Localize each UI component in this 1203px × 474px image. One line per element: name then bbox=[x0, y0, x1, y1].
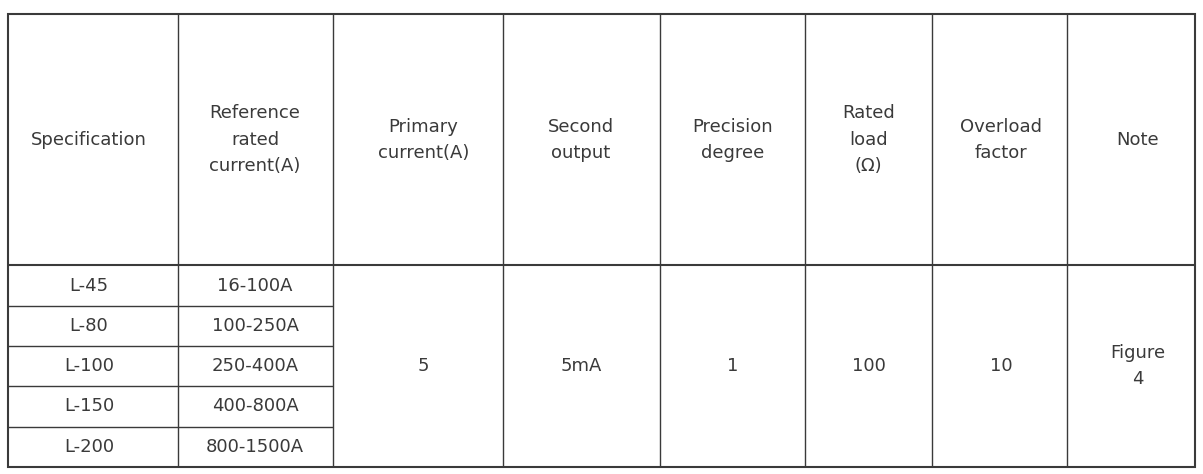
Text: Precision
degree: Precision degree bbox=[692, 118, 774, 162]
Text: 250-400A: 250-400A bbox=[212, 357, 298, 375]
Text: 16-100A: 16-100A bbox=[218, 277, 292, 294]
Text: Second
output: Second output bbox=[549, 118, 614, 162]
Text: 1: 1 bbox=[727, 357, 739, 375]
Text: 100: 100 bbox=[852, 357, 885, 375]
Text: L-200: L-200 bbox=[64, 438, 114, 456]
Text: 800-1500A: 800-1500A bbox=[206, 438, 304, 456]
Text: Specification: Specification bbox=[31, 131, 147, 149]
Text: 10: 10 bbox=[990, 357, 1012, 375]
Text: L-45: L-45 bbox=[70, 277, 108, 294]
Text: L-150: L-150 bbox=[64, 398, 114, 415]
Text: Overload
factor: Overload factor bbox=[960, 118, 1042, 162]
Text: Primary
current(A): Primary current(A) bbox=[378, 118, 469, 162]
Text: Note: Note bbox=[1116, 131, 1160, 149]
Text: 5: 5 bbox=[417, 357, 429, 375]
Text: Rated
load
(Ω): Rated load (Ω) bbox=[842, 104, 895, 175]
Text: L-80: L-80 bbox=[70, 317, 108, 335]
Text: 5mA: 5mA bbox=[561, 357, 602, 375]
Text: Reference
rated
current(A): Reference rated current(A) bbox=[209, 104, 301, 175]
Text: 400-800A: 400-800A bbox=[212, 398, 298, 415]
Text: Figure
4: Figure 4 bbox=[1110, 344, 1166, 388]
Text: 100-250A: 100-250A bbox=[212, 317, 298, 335]
Text: L-100: L-100 bbox=[64, 357, 114, 375]
